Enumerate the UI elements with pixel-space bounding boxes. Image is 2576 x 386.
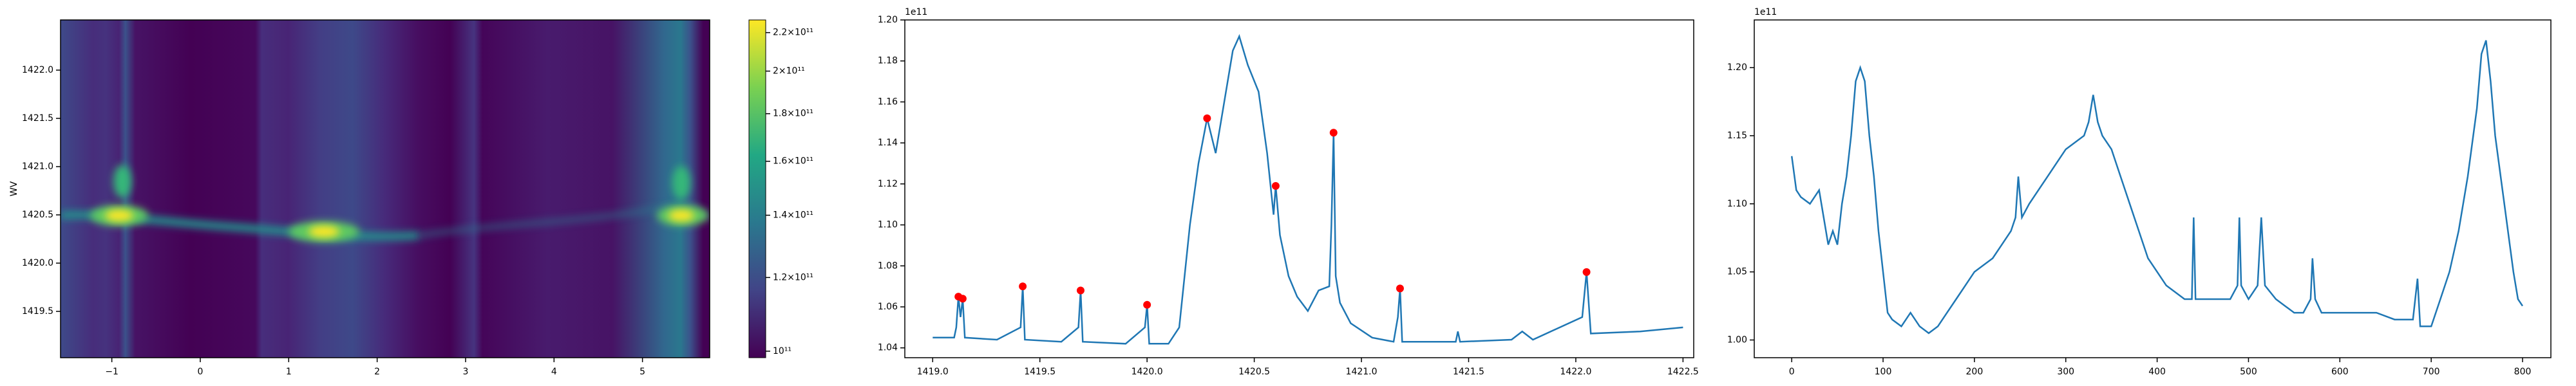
y-tick-label: 1.16: [878, 96, 898, 107]
y-tick-label: 1421.5: [22, 113, 53, 124]
y-tick-label: 1420.0: [22, 258, 53, 268]
colorbar: [749, 20, 766, 358]
x-tick-label: 2: [374, 367, 380, 377]
peak-marker: [1076, 286, 1084, 295]
colorbar-tick-label: 2.2×10¹¹: [773, 28, 813, 38]
colorbar-tick-label: 2×10¹¹: [773, 66, 805, 77]
y-axis-label: WV: [9, 181, 19, 196]
y-tick-label: 1.10: [878, 220, 898, 230]
colorbar-tick-label: 1.2×10¹¹: [773, 272, 813, 282]
axes-frame: [1754, 19, 2552, 358]
x-tick-label: −1: [105, 367, 118, 377]
peak-marker: [1019, 282, 1027, 291]
y-tick-label: 1.00: [1727, 335, 1747, 345]
x-tick-label: 400: [2148, 367, 2166, 377]
x-tick-label: 300: [2057, 367, 2074, 377]
y-offset-label: 1e11: [1754, 7, 1777, 17]
y-tick-label: 1.04: [878, 343, 898, 353]
x-tick-label: 0: [1789, 367, 1795, 377]
x-tick-label: 0: [198, 367, 204, 377]
x-tick-label: 1422.5: [1667, 367, 1699, 377]
heatmap-image: [61, 20, 710, 358]
colorbar-tick-label: 1.8×10¹¹: [773, 109, 813, 119]
y-tick-label: 1.12: [878, 179, 898, 189]
colorbar-tick-label: 10¹¹: [773, 346, 791, 356]
data-line: [933, 33, 1683, 345]
y-offset-label: 1e11: [905, 7, 927, 17]
y-tick-label: 1420.5: [22, 210, 53, 220]
y-tick-label: 1.15: [1727, 131, 1747, 141]
x-tick-label: 600: [2331, 367, 2349, 377]
x-tick-label: 500: [2240, 367, 2257, 377]
peak-marker: [1396, 284, 1404, 293]
y-tick-label: 1.18: [878, 56, 898, 66]
y-tick-label: 1422.0: [22, 65, 53, 75]
axes-frame: [60, 19, 710, 358]
x-tick-label: 1422.0: [1560, 367, 1591, 377]
x-tick-label: 100: [1875, 367, 1892, 377]
x-tick-label: 1420.5: [1238, 367, 1270, 377]
x-tick-label: 1420.0: [1132, 367, 1163, 377]
colorbar-tick-label: 1.6×10¹¹: [773, 156, 813, 167]
x-tick-label: 200: [1966, 367, 1984, 377]
x-tick-label: 700: [2423, 367, 2440, 377]
peak-marker: [958, 295, 967, 303]
y-tick-label: 1419.5: [22, 306, 53, 317]
x-tick-label: 4: [551, 367, 557, 377]
peak-marker: [1203, 114, 1211, 122]
x-tick-label: 5: [639, 367, 645, 377]
y-tick-label: 1.10: [1727, 199, 1747, 209]
axes-frame: [904, 19, 1694, 358]
y-tick-label: 1.20: [878, 15, 898, 25]
peak-marker: [1143, 300, 1151, 309]
colorbar-tick-label: 1.4×10¹¹: [773, 210, 813, 221]
x-tick-label: 3: [463, 367, 469, 377]
y-tick-label: 1.08: [878, 261, 898, 271]
x-tick-label: 1: [286, 367, 292, 377]
peak-marker: [1271, 182, 1280, 190]
y-tick-label: 1.06: [878, 302, 898, 312]
data-line: [1790, 40, 2524, 335]
peak-marker: [1329, 129, 1338, 137]
x-tick-label: 800: [2514, 367, 2532, 377]
y-tick-label: 1421.0: [22, 161, 53, 172]
y-tick-label: 1.05: [1727, 267, 1747, 277]
x-tick-label: 1421.0: [1346, 367, 1378, 377]
colorbar-frame: [748, 19, 766, 358]
peak-marker: [1582, 268, 1591, 276]
x-tick-label: 1419.0: [917, 367, 949, 377]
y-tick-label: 1.14: [878, 138, 898, 148]
x-tick-label: 1419.5: [1024, 367, 1056, 377]
y-tick-label: 1.20: [1727, 62, 1747, 73]
x-tick-label: 1421.5: [1453, 367, 1484, 377]
